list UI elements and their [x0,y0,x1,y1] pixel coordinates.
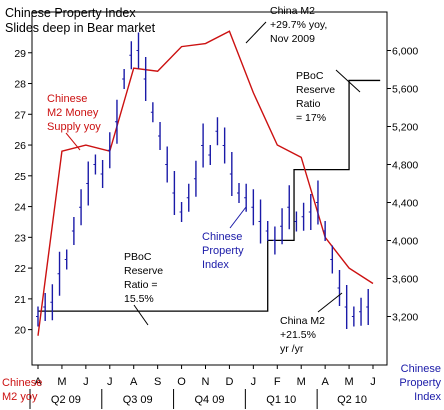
right-tick-label: 5,200 [392,122,418,134]
annotation-pboc-low-line-2: Reserve [124,265,163,277]
annotation-m2-peak-line-3: Nov 2009 [270,33,315,45]
month-label: A [321,376,329,388]
month-label: M [297,376,306,388]
x-axis: A M J J A S O N D J F M A M JQ2 09 Q3 09 Q4 09 Q1 10 Q2 10 [29,365,376,409]
pboc-reserve-ratio-series [38,79,381,312]
right-tick-label: 6,000 [392,46,418,58]
annotation-pboc-high-line-4: = 17% [296,112,326,124]
month-label: J [251,376,257,388]
annotation-m2-peak: China M2 +29.7% yoy, Nov 2009 [245,5,327,45]
quarter-label: Q3 09 [123,394,153,406]
chart-title-line-2: Slides deep in Bear market [5,21,156,35]
month-label: J [370,376,376,388]
annotation-pboc-high-line-1: PBoC [296,70,324,82]
annotation-m2-peak-line-2: +29.7% yoy, [270,19,327,31]
month-label: D [225,376,233,388]
right-tick-label: 3,600 [392,274,418,286]
left-tick-label: 20 [14,325,26,337]
quarter-label: Q4 09 [194,394,224,406]
annotation-m2-now-line-1: China M2 [280,315,325,327]
annotation-m2-peak-pointer [245,21,267,44]
right-axis-label-line-2: Property [399,377,441,389]
plot-frame [31,11,388,366]
annotation-m2-now-line-3: yr /yr [280,343,304,355]
annotation-m2-label-pointer [65,132,81,151]
pboc-line [38,79,381,312]
left-tick-label: 21 [14,294,26,306]
right-tick-label: 3,200 [392,312,418,324]
month-label: J [83,376,89,388]
left-tick-label: 26 [14,140,26,152]
month-label: N [202,376,210,388]
property-index-series [36,32,369,329]
right-tick-label: 4,800 [392,160,418,172]
left-tick-label: 29 [14,48,26,60]
annotation-m2-label-line-1: Chinese [47,93,87,105]
left-axis-label-line-1: Chinese [2,377,42,389]
right-axis-label: Chinese Property Index [399,363,441,403]
annotation-pboc-high-pointer [335,69,361,93]
left-tick-label: 25 [14,171,26,183]
right-tick-label: 4,000 [392,236,418,248]
right-axis: 3,200 3,600 4,000 4,400 4,800 5,200 5,600 6,000 [387,46,418,324]
annotation-pboc-low-line-1: PBoC [124,251,152,263]
month-label: F [274,376,281,388]
annotation-m2-label-line-2: M2 Money [47,107,99,119]
annotation-pboc-high-line-2: Reserve [296,84,335,96]
left-axis-label: Chinese M2 yoy [2,377,42,403]
month-label: O [177,376,186,388]
annotation-property-label-line-3: Index [202,259,229,271]
month-label: S [154,376,161,388]
right-tick-label: 4,400 [392,198,418,210]
month-label: M [344,376,353,388]
month-label: M [57,376,66,388]
left-tick-label: 24 [14,202,26,214]
annotation-pboc-low-line-4: 15.5% [124,293,154,305]
annotation-m2-now: China M2 +21.5% yr /yr [280,292,343,355]
annotation-m2-peak-line-1: China M2 [270,5,315,17]
quarter-label: Q1 10 [266,394,296,406]
annotation-pboc-high: PBoC Reserve Ratio = 17% [296,69,361,124]
annotation-pboc-low-line-3: Ratio = [124,279,158,291]
left-tick-label: 27 [14,109,26,121]
left-axis: 20 21 22 23 24 25 26 27 28 29 [14,48,32,337]
quarter-label: Q2 10 [337,394,367,406]
annotation-property-label-pointer [229,206,247,229]
right-tick-label: 5,600 [392,84,418,96]
annotation-property-label: Chinese Property Index [202,206,247,271]
month-label: J [107,376,113,388]
annotation-m2-label-line-3: Supply yoy [47,121,101,133]
month-label: A [34,376,42,388]
annotation-m2-label: Chinese M2 Money Supply yoy [47,93,101,151]
chart-title-line-1: Chinese Property Index [5,6,136,20]
annotation-property-label-line-2: Property [202,245,244,257]
annotation-pboc-high-line-3: Ratio [296,98,321,110]
annotation-m2-now-pointer [317,292,343,313]
left-axis-label-line-2: M2 yoy [2,391,38,403]
annotation-pboc-low: PBoC Reserve Ratio = 15.5% [124,251,163,326]
annotation-m2-now-line-2: +21.5% [280,329,316,341]
annotation-pboc-low-pointer [133,304,149,326]
left-tick-label: 23 [14,232,26,244]
month-label: A [130,376,138,388]
right-axis-label-line-3: Index [414,391,441,403]
left-tick-label: 22 [14,263,26,275]
left-tick-label: 28 [14,79,26,91]
annotation-property-label-line-1: Chinese [202,231,242,243]
quarter-label: Q2 09 [51,394,81,406]
right-axis-label-line-1: Chinese [401,363,441,375]
